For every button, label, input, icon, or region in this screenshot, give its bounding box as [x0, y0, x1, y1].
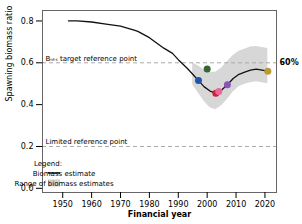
svg-text:1970: 1970 [110, 200, 130, 209]
svg-text:2020: 2020 [255, 200, 275, 209]
svg-text:Spawning biomass ratio: Spawning biomass ratio [5, 6, 14, 102]
svg-text:Legend:: Legend: [34, 160, 62, 168]
svg-text:1960: 1960 [81, 200, 101, 209]
svg-text:Financial year: Financial year [128, 210, 191, 219]
svg-text:Biomass estimate: Biomass estimate [33, 170, 95, 178]
svg-text:0.2: 0.2 [21, 142, 34, 151]
svg-text:1980: 1980 [139, 200, 159, 209]
svg-text:Bₙₜₛ target reference point: Bₙₜₛ target reference point [46, 55, 138, 63]
svg-text:2010: 2010 [226, 200, 246, 209]
svg-text:0.8: 0.8 [21, 17, 34, 26]
svg-text:0.4: 0.4 [21, 100, 34, 109]
svg-text:1990: 1990 [168, 200, 188, 209]
svg-text:2000: 2000 [197, 200, 217, 209]
svg-text:0.6: 0.6 [21, 58, 34, 67]
svg-text:0.0: 0.0 [20, 183, 34, 193]
svg-text:60%: 60% [280, 58, 299, 67]
svg-text:1950: 1950 [53, 200, 73, 209]
svg-text:Limited reference point: Limited reference point [46, 138, 128, 146]
svg-text:Range of biomass estimates: Range of biomass estimates [14, 180, 113, 188]
